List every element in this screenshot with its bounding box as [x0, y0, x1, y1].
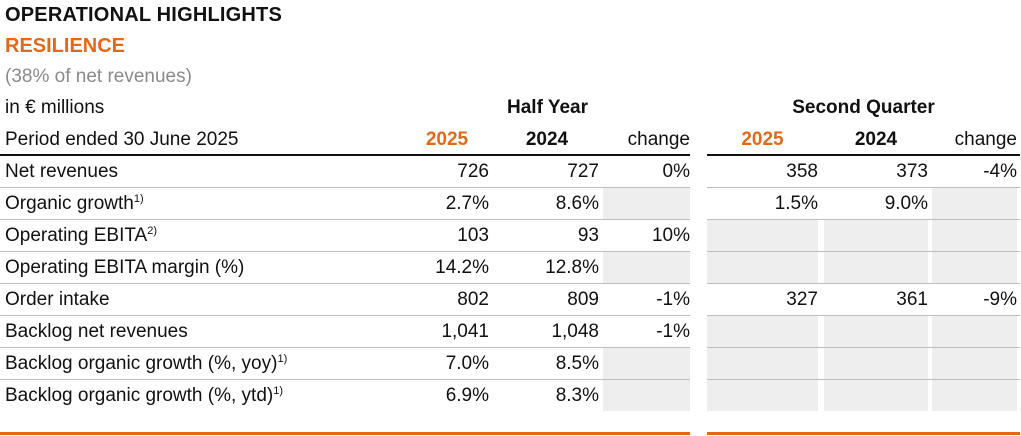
table-row: Net revenues 726 727 0% 358 373 -4% [0, 156, 1021, 188]
highlights-table: in € millions Half Year Second Quarter P… [0, 92, 1021, 412]
cell-hy2025: 726 [457, 161, 489, 182]
cell-hy2025: 2.7% [445, 193, 489, 214]
hy-2025-header: 2025 [425, 129, 469, 150]
cell-hy2024: 12.8% [545, 257, 599, 278]
cell-qchg: -9% [983, 289, 1017, 310]
cell-hy2025: 802 [457, 289, 489, 310]
cell-qchg [932, 380, 1017, 411]
header-row-years: Period ended 30 June 2025 2025 2024 chan… [0, 124, 1021, 156]
cell-q2025 [707, 380, 818, 411]
table-row: Operating EBITA margin (%) 14.2% 12.8% [0, 252, 1021, 284]
half-year-header: Half Year [507, 97, 588, 118]
cell-hychg [603, 348, 690, 379]
q-change-header: change [954, 129, 1017, 150]
cell-q2025 [707, 348, 818, 379]
header-rule-quarter [707, 154, 1020, 156]
cell-hy2024: 1,048 [551, 321, 599, 342]
row-label: Order intake [5, 289, 110, 310]
cell-hy2024: 809 [567, 289, 599, 310]
table-row: Backlog organic growth (%, ytd)1) 6.9% 8.3… [0, 380, 1021, 412]
cell-q2024 [824, 252, 928, 283]
cell-q2024: 361 [896, 289, 928, 310]
cell-qchg: -4% [983, 161, 1017, 182]
cell-hy2024: 727 [567, 161, 599, 182]
table-row: Backlog organic growth (%, yoy)1) 7.0% 8.5… [0, 348, 1021, 380]
revenue-share-note: (38% of net revenues) [5, 66, 192, 87]
section-title: RESILIENCE [5, 35, 126, 57]
units-label: in € millions [5, 97, 105, 118]
table-body: Net revenues 726 727 0% 358 373 -4% Organic gro… [0, 156, 1021, 412]
cell-q2025: 327 [786, 289, 818, 310]
cell-qchg [932, 348, 1017, 379]
period-label: Period ended 30 June 2025 [5, 129, 239, 150]
cell-q2025: 358 [786, 161, 818, 182]
cell-hy2025: 103 [457, 225, 489, 246]
row-label: Backlog organic growth (%, yoy)1) [5, 353, 288, 374]
cell-q2025 [707, 316, 818, 347]
cell-q2024 [824, 316, 928, 347]
bottom-rule-quarter [707, 432, 1020, 435]
cell-qchg [932, 316, 1017, 347]
table-row: Operating EBITA2) 103 93 10% [0, 220, 1021, 252]
footnote-marker: 1) [133, 193, 144, 205]
cell-hy2025: 6.9% [445, 385, 489, 406]
table-row: Organic growth1) 2.7% 8.6% 1.5% 9.0% [0, 188, 1021, 220]
table-row: Order intake 802 809 -1% 327 361 -9% [0, 284, 1021, 316]
footnote-marker: 1) [277, 353, 288, 365]
footnote-marker: 1) [273, 385, 284, 397]
row-label: Backlog organic growth (%, ytd)1) [5, 385, 284, 406]
cell-hychg: -1% [656, 321, 690, 342]
hy-change-header: change [627, 129, 690, 150]
cell-hy2025: 1,041 [441, 321, 489, 342]
footnote-marker: 2) [147, 225, 157, 237]
header-rule-half-year [0, 154, 690, 156]
table-row: Backlog net revenues 1,041 1,048 -1% [0, 316, 1021, 348]
cell-hy2024: 8.3% [555, 385, 599, 406]
cell-hychg: 0% [662, 161, 690, 182]
cell-hychg: 10% [651, 225, 690, 246]
cell-hychg [603, 380, 690, 411]
cell-q2025 [707, 220, 818, 251]
row-label: Operating EBITA margin (%) [5, 257, 245, 278]
cell-hy2025: 7.0% [445, 353, 489, 374]
row-label: Backlog net revenues [5, 321, 188, 342]
cell-hychg: -1% [656, 289, 690, 310]
row-label: Net revenues [5, 161, 119, 182]
hy-2024-header: 2024 [525, 129, 569, 150]
cell-hy2024: 93 [577, 225, 599, 246]
cell-hy2024: 8.6% [555, 193, 599, 214]
cell-q2024 [824, 220, 928, 251]
q-2025-header: 2025 [741, 129, 784, 150]
row-label: Operating EBITA2) [5, 225, 157, 246]
cell-qchg [932, 220, 1017, 251]
cell-hychg [603, 188, 690, 219]
cell-q2024 [824, 348, 928, 379]
row-label: Organic growth1) [5, 193, 144, 214]
cell-q2024: 9.0% [884, 193, 928, 214]
bottom-rule-half-year [0, 432, 690, 435]
page-title: OPERATIONAL HIGHLIGHTS [5, 4, 282, 26]
cell-hychg [603, 252, 690, 283]
cell-qchg [932, 188, 1017, 219]
header-row-groups: in € millions Half Year Second Quarter [0, 92, 1021, 124]
cell-qchg [932, 252, 1017, 283]
cell-hy2024: 8.5% [555, 353, 599, 374]
q-2024-header: 2024 [854, 129, 898, 150]
cell-q2025: 1.5% [774, 193, 818, 214]
cell-q2025 [707, 252, 818, 283]
cell-q2024 [824, 380, 928, 411]
second-quarter-header: Second Quarter [792, 97, 935, 118]
cell-q2024: 373 [896, 161, 928, 182]
cell-hy2025: 14.2% [435, 257, 489, 278]
